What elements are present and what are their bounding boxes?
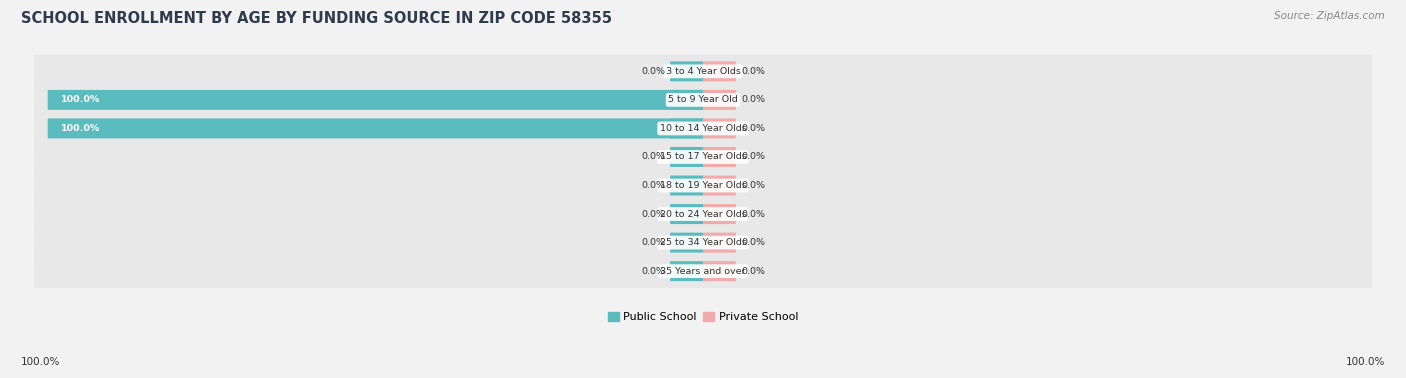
Text: 0.0%: 0.0%: [741, 209, 765, 218]
Text: 100.0%: 100.0%: [1346, 357, 1385, 367]
Text: 0.0%: 0.0%: [641, 238, 665, 247]
Text: 0.0%: 0.0%: [741, 238, 765, 247]
FancyBboxPatch shape: [703, 61, 735, 81]
Text: 0.0%: 0.0%: [741, 67, 765, 76]
FancyBboxPatch shape: [671, 147, 703, 167]
Text: 5 to 9 Year Old: 5 to 9 Year Old: [668, 95, 738, 104]
Text: 0.0%: 0.0%: [741, 124, 765, 133]
FancyBboxPatch shape: [703, 118, 735, 138]
FancyBboxPatch shape: [703, 175, 735, 195]
Text: 0.0%: 0.0%: [741, 181, 765, 190]
Text: 15 to 17 Year Olds: 15 to 17 Year Olds: [659, 152, 747, 161]
Text: Source: ZipAtlas.com: Source: ZipAtlas.com: [1274, 11, 1385, 21]
FancyBboxPatch shape: [671, 232, 703, 253]
Text: 0.0%: 0.0%: [641, 209, 665, 218]
Text: 100.0%: 100.0%: [60, 124, 100, 133]
Text: 18 to 19 Year Olds: 18 to 19 Year Olds: [659, 181, 747, 190]
FancyBboxPatch shape: [34, 169, 1372, 202]
Text: 0.0%: 0.0%: [641, 266, 665, 276]
Text: SCHOOL ENROLLMENT BY AGE BY FUNDING SOURCE IN ZIP CODE 58355: SCHOOL ENROLLMENT BY AGE BY FUNDING SOUR…: [21, 11, 612, 26]
FancyBboxPatch shape: [671, 204, 703, 224]
FancyBboxPatch shape: [671, 175, 703, 195]
Text: 25 to 34 Year Olds: 25 to 34 Year Olds: [659, 238, 747, 247]
FancyBboxPatch shape: [34, 197, 1372, 231]
Text: 0.0%: 0.0%: [741, 152, 765, 161]
Text: 100.0%: 100.0%: [21, 357, 60, 367]
FancyBboxPatch shape: [671, 61, 703, 81]
FancyBboxPatch shape: [703, 147, 735, 167]
FancyBboxPatch shape: [703, 261, 735, 281]
Text: 20 to 24 Year Olds: 20 to 24 Year Olds: [659, 209, 747, 218]
Text: 0.0%: 0.0%: [741, 95, 765, 104]
Text: 0.0%: 0.0%: [641, 67, 665, 76]
FancyBboxPatch shape: [671, 118, 703, 138]
FancyBboxPatch shape: [34, 226, 1372, 259]
Legend: Public School, Private School: Public School, Private School: [603, 307, 803, 327]
FancyBboxPatch shape: [34, 254, 1372, 288]
Text: 3 to 4 Year Olds: 3 to 4 Year Olds: [665, 67, 741, 76]
FancyBboxPatch shape: [34, 112, 1372, 145]
Text: 0.0%: 0.0%: [641, 181, 665, 190]
FancyBboxPatch shape: [34, 83, 1372, 117]
FancyBboxPatch shape: [703, 204, 735, 224]
FancyBboxPatch shape: [34, 54, 1372, 88]
FancyBboxPatch shape: [703, 232, 735, 253]
FancyBboxPatch shape: [48, 90, 703, 110]
FancyBboxPatch shape: [671, 261, 703, 281]
Text: 0.0%: 0.0%: [641, 152, 665, 161]
Text: 100.0%: 100.0%: [60, 95, 100, 104]
Text: 0.0%: 0.0%: [741, 266, 765, 276]
FancyBboxPatch shape: [703, 90, 735, 110]
FancyBboxPatch shape: [48, 118, 703, 138]
FancyBboxPatch shape: [671, 90, 703, 110]
Text: 35 Years and over: 35 Years and over: [661, 266, 745, 276]
FancyBboxPatch shape: [34, 140, 1372, 174]
Text: 10 to 14 Year Olds: 10 to 14 Year Olds: [659, 124, 747, 133]
